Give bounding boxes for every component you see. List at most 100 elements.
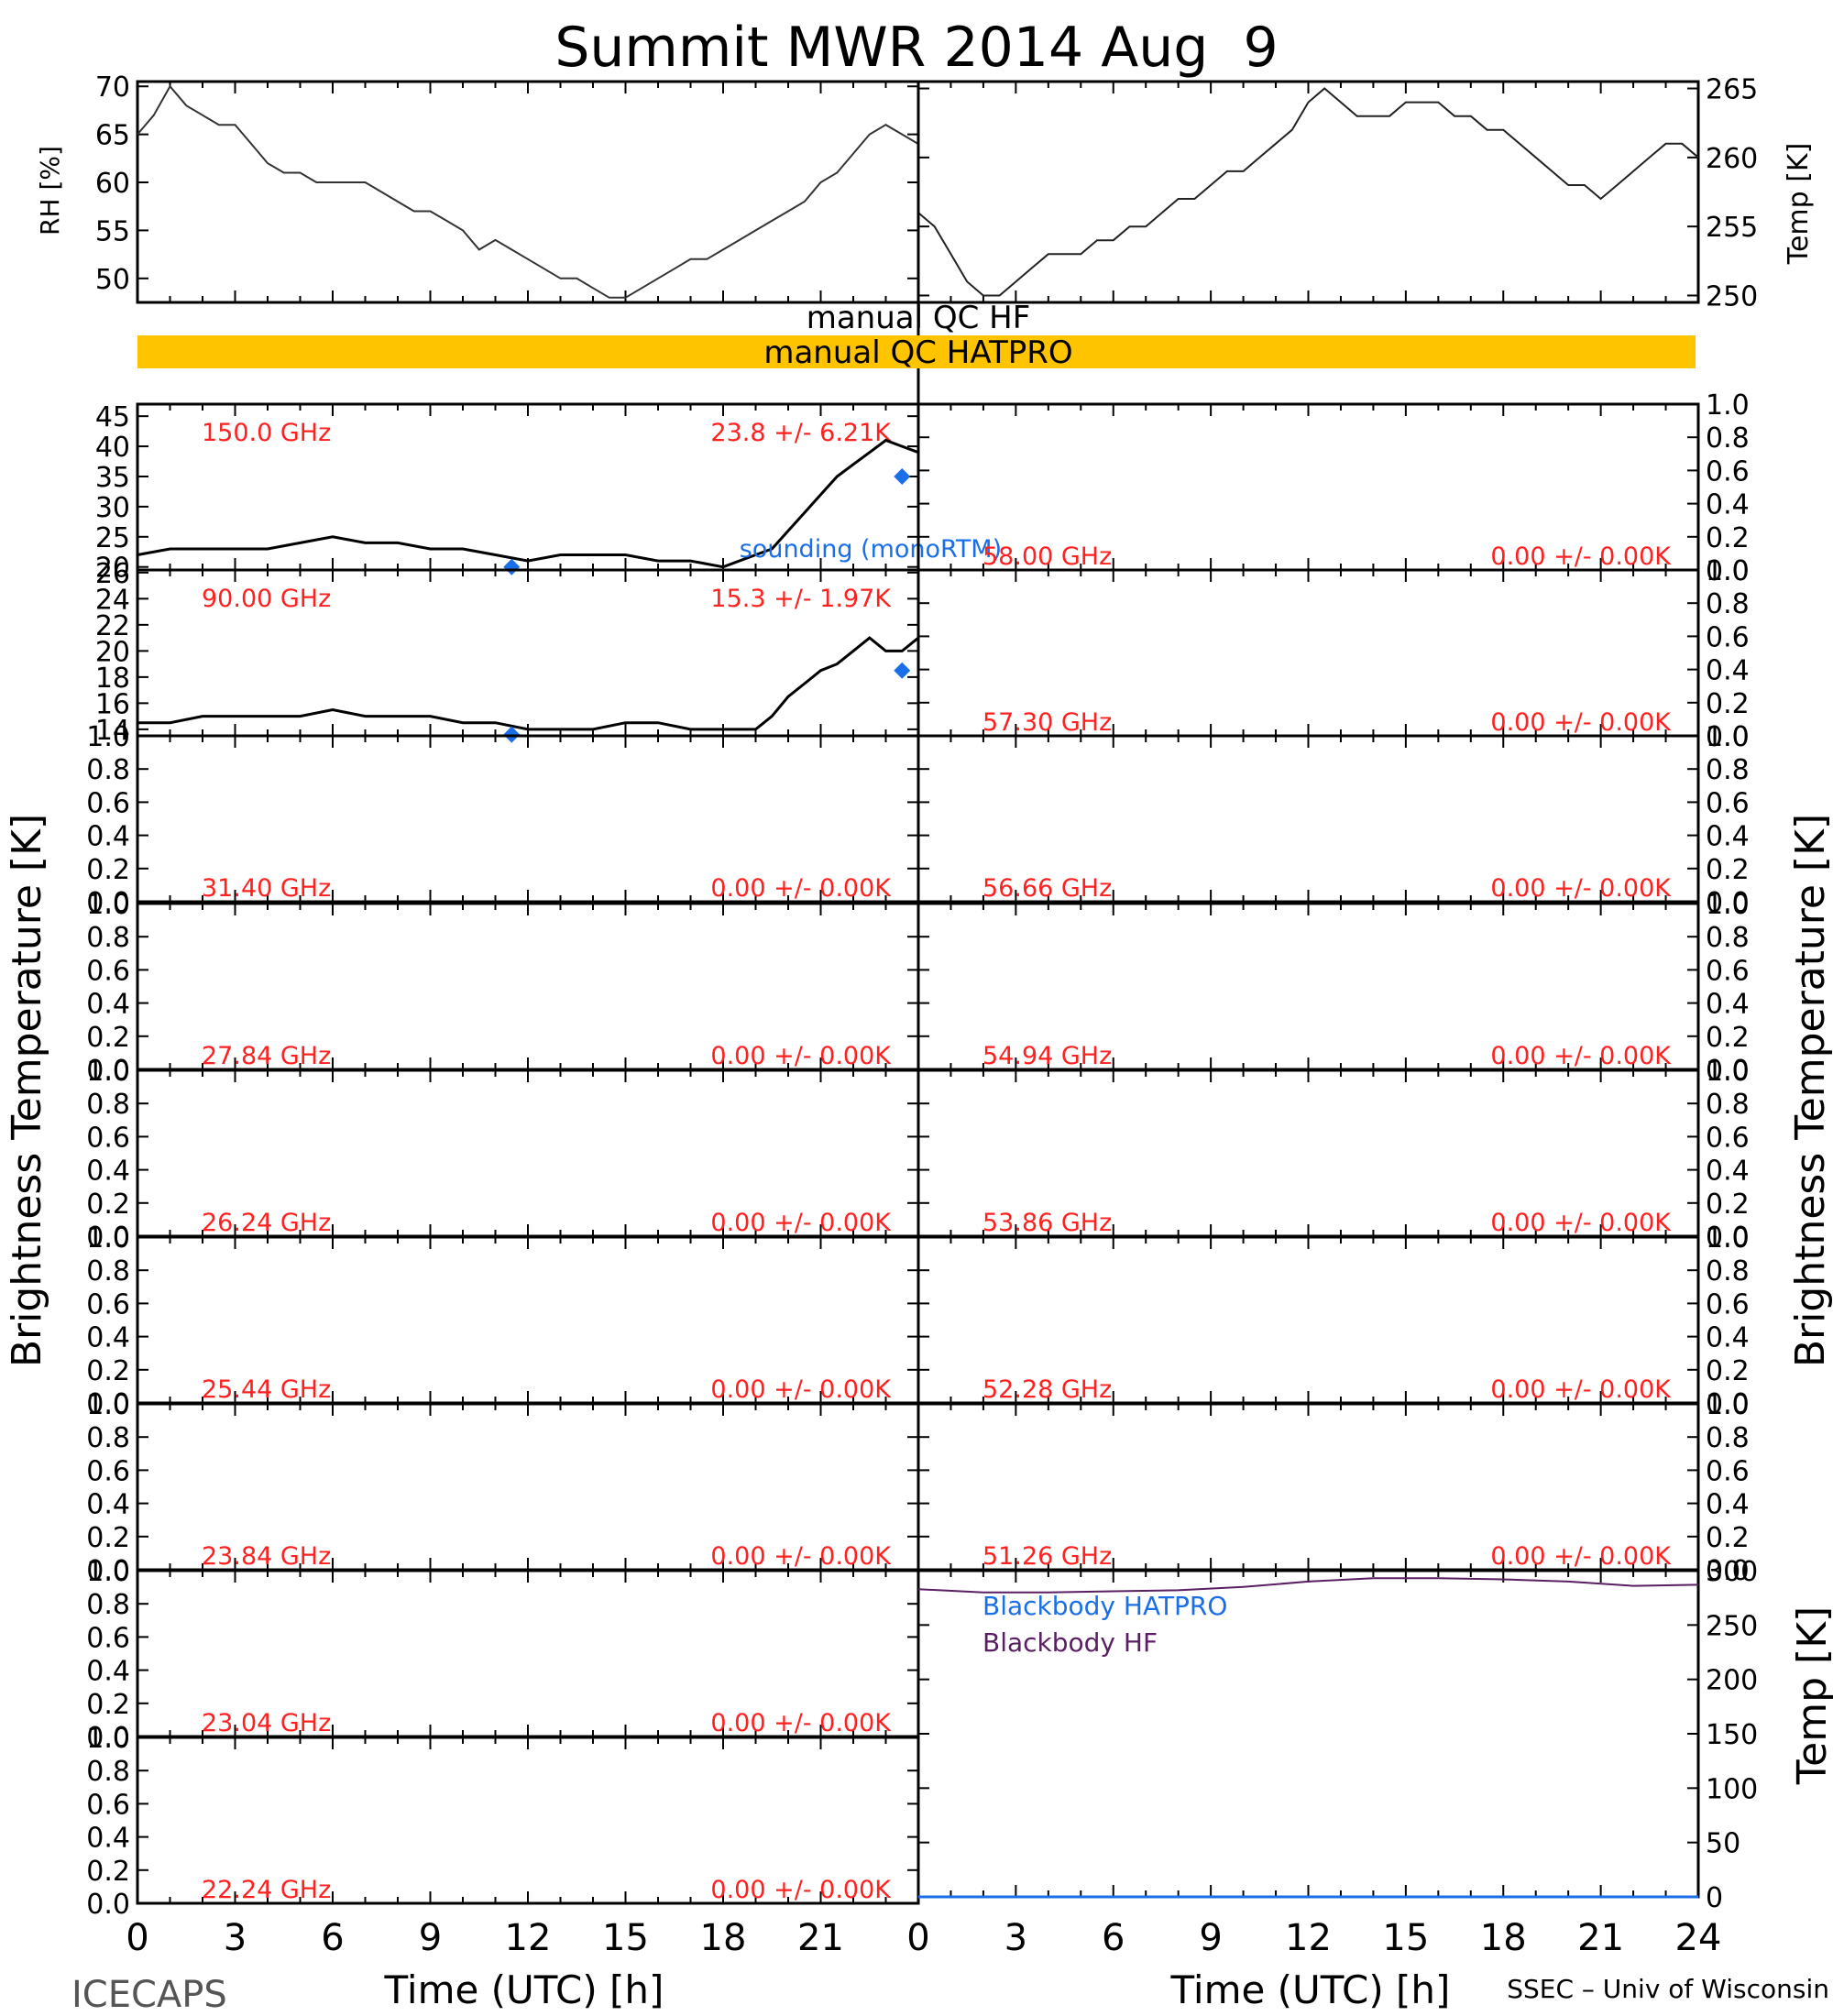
y-tick-label: 22 <box>95 610 130 642</box>
temp-panel: 250 255 260 265 <box>916 74 1758 312</box>
x-tick-label: 15 <box>602 1917 649 1959</box>
y-tick-label: 1.0 <box>86 1556 130 1588</box>
y-tick-label: 0.6 <box>1706 787 1750 819</box>
channel-label: 53.86 GHz <box>982 1209 1112 1237</box>
right-channel-panel: 0.00.20.40.60.81.057.30 GHz 0.00 +/- 0.00… <box>916 555 1750 753</box>
y-tick-label: 0 <box>1706 1882 1723 1914</box>
y-tick-label: 0.2 <box>1706 1522 1750 1554</box>
x-tick-label: 15 <box>1382 1917 1429 1959</box>
x-axis-title-left: Time (UTC) [h] <box>384 1967 664 2012</box>
sounding-legend: sounding (monoRTM) <box>740 535 1002 564</box>
y-tick-label: 0.8 <box>1706 754 1750 786</box>
y-tick-label: 1.0 <box>1706 1222 1750 1255</box>
y-tick-label: 0.0 <box>1706 1388 1750 1420</box>
bb-temp-axis-title: Temp [K] <box>1789 1606 1833 1785</box>
y-axis-title-left: Brightness Temperature [K] <box>4 814 50 1367</box>
y-tick-label: 100 <box>1706 1773 1758 1805</box>
right-channel-panel: 0.00.20.40.60.81.052.28 GHz 0.00 +/- 0.00… <box>916 1222 1750 1420</box>
left-channel-panel: 0.00.20.40.60.81.031.40 GHz 0.00 +/- 0.00… <box>86 721 920 919</box>
y-tick-label: 0.6 <box>86 1455 130 1487</box>
x-tick-labels: 0 3 6 9 12 15 18 21 0 3 6 9 12 15 18 21 24 <box>126 1917 1721 1959</box>
y-tick-label: 0.2 <box>86 854 130 886</box>
y-tick-label: 0.6 <box>1706 455 1750 488</box>
blackbody-panel: 0 50 100 150 200 250 300 Blackbody HATPRO Blackb… <box>916 1556 1758 1914</box>
y-tick-label: 30 <box>95 492 130 524</box>
y-tick-label: 70 <box>95 71 130 104</box>
y-tick-label: 20 <box>95 553 130 585</box>
y-tick-label: 250 <box>1706 1610 1758 1642</box>
x-tick-label: 18 <box>700 1917 747 1959</box>
y-tick-label: 0.6 <box>1706 955 1750 987</box>
y-tick-label: 0.4 <box>1706 821 1750 853</box>
footer-right: SSEC – Univ of Wisconsin <box>1507 1974 1829 2004</box>
y-tick-label: 0.2 <box>86 1022 130 1054</box>
right-channel-panel: 0.00.20.40.60.81.056.66 GHz 0.00 +/- 0.00… <box>916 721 1750 919</box>
y-tick-label: 0.8 <box>86 1589 130 1621</box>
y-tick-label: 0.8 <box>86 1756 130 1788</box>
channel-label: 27.84 GHz <box>202 1042 331 1070</box>
channel-stats: 0.00 +/- 0.00K <box>710 874 892 903</box>
channel-label: 22.24 GHz <box>202 1876 331 1904</box>
y-tick-label: 0.8 <box>86 1422 130 1454</box>
y-tick-label: 1.0 <box>1706 889 1750 921</box>
channel-label: 54.94 GHz <box>982 1042 1112 1070</box>
channel-stats: 0.00 +/- 0.00K <box>1490 1542 1672 1571</box>
y-tick-label: 200 <box>1706 1665 1758 1697</box>
y-tick-label: 0.4 <box>1706 1156 1750 1188</box>
bb-hf-legend: Blackbody HF <box>982 1627 1158 1658</box>
rh-axis-title: RH [%] <box>35 146 65 236</box>
y-tick-label: 0.4 <box>1706 489 1750 521</box>
x-tick-label: 3 <box>1004 1917 1027 1959</box>
y-tick-label: 0.0 <box>1706 721 1750 753</box>
y-tick-label: 0.4 <box>1706 655 1750 687</box>
y-tick-label: 16 <box>95 688 130 720</box>
channel-label: 23.04 GHz <box>202 1709 331 1737</box>
y-tick-label: 0.2 <box>86 1189 130 1221</box>
y-tick-label: 0.4 <box>1706 1489 1750 1521</box>
y-tick-label: 0.2 <box>86 1689 130 1721</box>
channel-stats: 0.00 +/- 0.00K <box>1490 708 1672 737</box>
y-tick-label: 0.0 <box>1706 1055 1750 1087</box>
y-tick-label: 0.4 <box>86 1656 130 1688</box>
x-tick-label: 0 <box>126 1917 148 1959</box>
sounding-point <box>503 558 521 575</box>
qc-hf-label: manual QC HF <box>807 300 1031 336</box>
y-tick-label: 255 <box>1706 212 1758 244</box>
y-tick-label: 250 <box>1706 280 1758 312</box>
y-tick-label: 0.0 <box>1706 1222 1750 1254</box>
x-tick-label: 9 <box>419 1917 442 1959</box>
qc-bars: manual QC HF manual QC HATPRO <box>137 300 1696 371</box>
sounding-point <box>894 662 911 679</box>
y-tick-label: 0.6 <box>1706 1122 1750 1154</box>
y-tick-label: 0.2 <box>1706 854 1750 886</box>
tb-series-line <box>137 438 919 569</box>
y-tick-label: 0.4 <box>86 989 130 1021</box>
channel-label: 58.00 GHz <box>982 542 1112 571</box>
y-tick-label: 0.0 <box>1706 887 1750 919</box>
y-tick-label: 35 <box>95 462 130 494</box>
y-tick-label: 45 <box>95 401 130 433</box>
y-tick-label: 0.8 <box>86 922 130 954</box>
y-tick-label: 50 <box>95 264 130 296</box>
y-tick-label: 1.0 <box>1706 555 1750 587</box>
y-tick-label: 0.8 <box>1706 1422 1750 1454</box>
x-tick-label: 24 <box>1675 1917 1722 1959</box>
y-tick-label: 24 <box>95 584 130 616</box>
bb-hatpro-legend: Blackbody HATPRO <box>982 1591 1227 1621</box>
channel-label: 51.26 GHz <box>982 1542 1112 1571</box>
x-tick-label: 3 <box>224 1917 247 1959</box>
y-tick-label: 0.6 <box>1706 1455 1750 1487</box>
chart-title: Summit MWR 2014 Aug 9 <box>554 16 1278 80</box>
x-tick-label: 21 <box>1577 1917 1624 1959</box>
channel-label: 56.66 GHz <box>982 874 1112 903</box>
y-tick-label: 0.4 <box>86 1322 130 1354</box>
x-tick-label: 18 <box>1480 1917 1527 1959</box>
y-tick-label: 300 <box>1706 1556 1758 1588</box>
right-channel-panel: 0.00.20.40.60.81.058.00 GHz 0.00 +/- 0.00… <box>916 389 1750 587</box>
y-tick-label: 0.0 <box>1706 555 1750 587</box>
y-tick-label: 0.8 <box>86 754 130 786</box>
y-tick-label: 0.4 <box>86 1823 130 1855</box>
left-channel-panel: 0.00.20.40.60.81.026.24 GHz 0.00 +/- 0.00… <box>86 1056 920 1254</box>
y-tick-label: 0.8 <box>86 1255 130 1287</box>
